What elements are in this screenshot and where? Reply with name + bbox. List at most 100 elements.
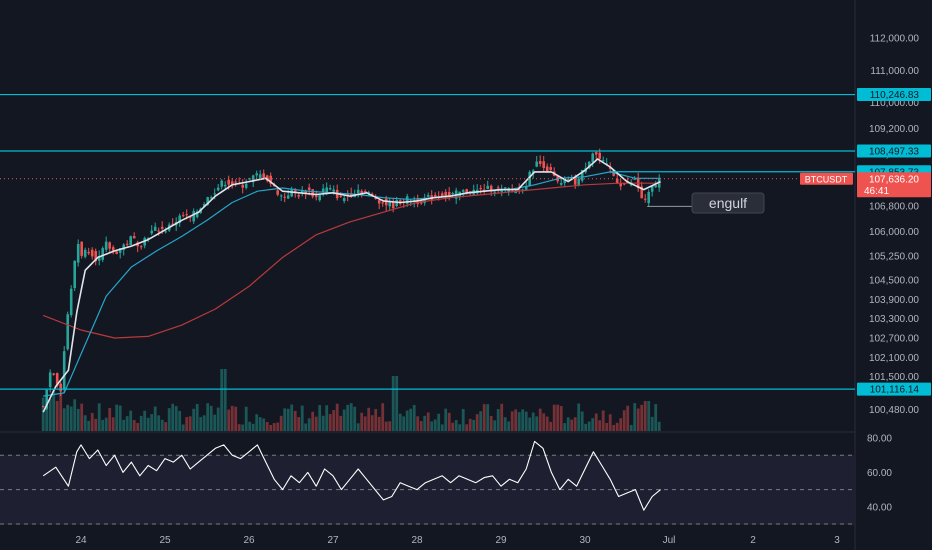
rsi-pane-label[interactable]: RSI [8,437,25,448]
volume-bar [542,413,546,431]
volume-bar [640,404,644,431]
candle-body [612,170,615,176]
candle-body [118,248,122,253]
candle-body [384,198,388,206]
time-axis-tick: 29 [495,535,507,546]
volume-bar [636,408,640,431]
candle-body [570,177,573,181]
volume-bar [118,405,122,431]
symbol-title[interactable]: Bitcoin / TetherUS · 1h · BINANCE [8,5,162,16]
volume-bar [62,408,66,431]
candle-body [94,251,97,262]
volume-bar [332,410,336,431]
candle-body [377,200,381,204]
volume-bar [104,417,108,431]
candle-body [356,189,360,194]
candle-body [556,175,559,182]
volume-bar [265,421,269,431]
candle-body [608,166,612,169]
candle-body [419,200,423,204]
volume-bar [360,412,364,431]
candle-body [489,185,493,192]
candle-body [97,256,101,261]
candle-body [286,195,290,199]
candle-body [542,161,545,169]
volume-bar [101,419,105,431]
price-axis-tick: 107,600.00 [869,175,919,186]
volume-bar [500,403,504,431]
volume-bar [325,405,329,431]
candle-body [335,189,339,199]
volume-indicator-label[interactable]: Vol · BTC [8,16,51,27]
candle-body [262,173,265,179]
candle-body [52,373,55,375]
volume-bar [192,408,196,431]
rsi-axis-tick: 60.00 [867,468,892,479]
volume-bar [269,424,273,431]
volume-bar [272,423,276,431]
candle-body [339,195,342,197]
candle-body [349,193,353,197]
volume-bar [234,406,238,431]
volume-bar [451,422,455,431]
volume-bar [293,410,297,431]
volume-bar [55,400,59,431]
volume-bar [45,404,49,431]
candle-body [654,185,657,188]
candle-body [181,215,185,217]
volume-bar [255,414,259,431]
candle-body [584,168,587,173]
volume-bar [615,422,619,431]
volume-bar [223,369,227,431]
candle-body [325,187,328,193]
volume-bar [559,405,563,431]
volume-bar [503,417,507,431]
candle-body [290,189,293,197]
volume-bar [461,408,465,431]
candle-body [605,163,608,165]
volume-bar [346,404,350,431]
sma-indicator-label[interactable]: 3SMA [8,27,36,38]
volume-bar [209,405,213,431]
volume-bar [514,409,518,431]
candle-body [87,252,90,254]
volume-bar [566,417,570,431]
currency-button[interactable]: USDT [859,2,923,18]
price-axis-tick: 112,000.00 [870,34,920,45]
price-axis-tick: 102,100.00 [869,353,919,364]
candle-body [108,242,111,249]
candle-body [80,241,83,256]
volume-bar [80,403,84,431]
candle-body [311,189,314,197]
volume-bar [363,416,367,431]
price-level-label: 108,497.33 [869,146,919,157]
candle-body [62,351,66,389]
volume-bar [356,423,360,431]
volume-bar [227,409,231,431]
candle-body [227,179,230,185]
candle-body [48,372,52,387]
volume-bar [52,390,56,431]
rsi-background-band [0,455,855,524]
volume-bar [430,421,434,431]
candle-body [251,175,255,183]
volume-bar [419,421,423,431]
volume-bar [538,408,542,431]
volume-bar [314,416,318,431]
volume-bar [454,420,458,431]
candle-body [122,244,125,251]
volume-bar [647,401,651,431]
candle-body [160,226,164,229]
candle-body [73,260,76,289]
volume-bar [654,404,658,431]
volume-bar [622,410,626,431]
volume-bar [374,409,378,431]
candle-body [150,230,153,234]
volume-bar [479,411,483,431]
volume-bar [297,417,301,431]
volume-bar [405,410,409,431]
volume-bar [213,414,217,431]
volume-bar [230,405,234,431]
